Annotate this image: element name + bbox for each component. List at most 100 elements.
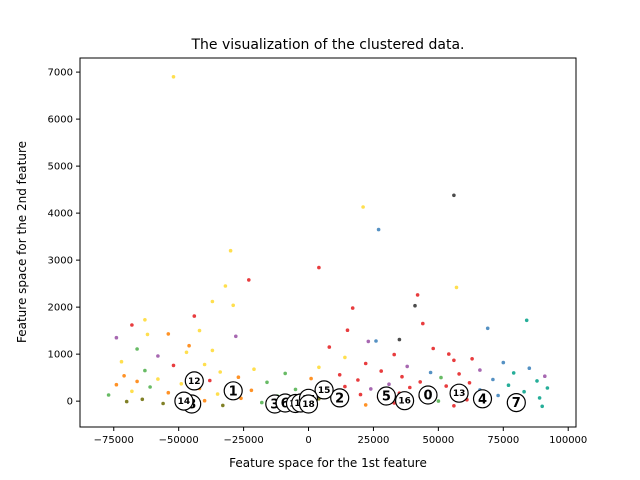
data-point [231,303,235,308]
data-point [447,352,451,356]
cluster-center-12: 12 [184,371,204,391]
cluster-center-label: 12 [188,377,201,387]
data-point [218,370,222,374]
data-point [452,404,456,408]
data-point [452,358,456,363]
data-point [485,326,490,331]
data-point [145,332,150,337]
cluster-center-label: 15 [318,386,331,396]
data-point [345,328,350,333]
data-point [223,284,228,288]
cluster-center-marker [472,389,493,409]
data-point [171,75,176,79]
data-point [166,332,171,336]
data-point [124,399,129,404]
data-point [467,381,472,385]
data-point [457,372,461,376]
data-point [202,362,207,367]
data-point [405,364,410,369]
data-point [452,193,456,198]
data-point [379,369,384,373]
data-point [496,393,500,398]
data-point [535,379,539,383]
data-point [478,368,482,372]
data-point [114,335,119,340]
data-point [524,318,529,323]
data-point [501,360,506,365]
data-point [249,388,254,393]
axes-frame [79,57,577,428]
data-point [431,346,436,351]
y-tick-label: 1000 [48,350,73,361]
cluster-center-marker [184,371,204,391]
axes-background [80,58,576,427]
x-tick-label: 75000 [487,435,519,446]
y-tick-label: 3000 [48,256,73,267]
data-point [491,377,495,382]
cluster-center-marker [395,391,415,411]
cluster-center-label: 1 [229,384,238,399]
y-tick-label: 0 [67,397,73,408]
data-point [171,363,176,368]
cluster-center-label: 16 [398,397,411,407]
data-point [156,377,160,381]
x-axis-label: Feature space for the 1st feature [229,456,427,470]
data-point [421,321,425,326]
data-point [202,398,207,403]
data-point [161,401,165,406]
cluster-center-marker [174,391,194,411]
data-point [309,376,313,381]
chart-title: The visualization of the clustered data. [191,37,465,53]
cluster-center-label: 14 [178,397,191,407]
data-point [130,389,134,394]
data-point [343,355,347,360]
cluster-center-1: 1 [223,381,243,401]
x-tick-label: −25000 [224,435,264,446]
data-point [358,392,363,397]
data-point [543,374,547,379]
data-point [470,357,474,361]
data-point [511,371,516,375]
cluster-center-7: 7 [506,393,526,413]
data-point [283,371,288,376]
data-point [210,299,215,304]
cluster-center-marker [298,394,319,414]
x-tick-label: 50000 [422,435,454,446]
data-point [506,383,511,388]
data-point [184,350,189,355]
data-point [179,382,184,386]
data-point [130,323,134,327]
data-point [356,378,360,382]
data-point [418,380,423,384]
data-point [293,387,298,392]
data-point [215,392,220,396]
y-tick-label: 5000 [48,162,73,173]
x-tick-label: −50000 [159,435,199,446]
data-point [119,359,124,364]
x-tick-label: 100000 [549,435,587,446]
data-point [187,343,191,348]
data-point [397,337,402,342]
data-point [135,379,139,384]
y-axis-label: Feature space for the 2nd feature [15,141,29,343]
cluster-center-label: 5 [382,390,391,405]
data-point [106,393,111,397]
cluster-center-15: 15 [314,380,334,400]
data-point [444,384,449,388]
y-tick-label: 2000 [48,303,73,314]
data-point [192,314,197,318]
cluster-centers-layer: 012345678101112131415161718 [174,371,526,414]
cluster-center-16: 16 [395,391,415,411]
cluster-center-marker [330,388,350,408]
data-point [400,374,404,379]
data-point [537,396,542,400]
data-point [156,354,160,358]
data-point [337,373,342,377]
data-point [265,380,269,385]
data-point [197,328,202,333]
cluster-center-label: 13 [453,389,466,399]
data-point [392,352,397,357]
data-point [387,382,391,387]
data-point [436,399,441,403]
